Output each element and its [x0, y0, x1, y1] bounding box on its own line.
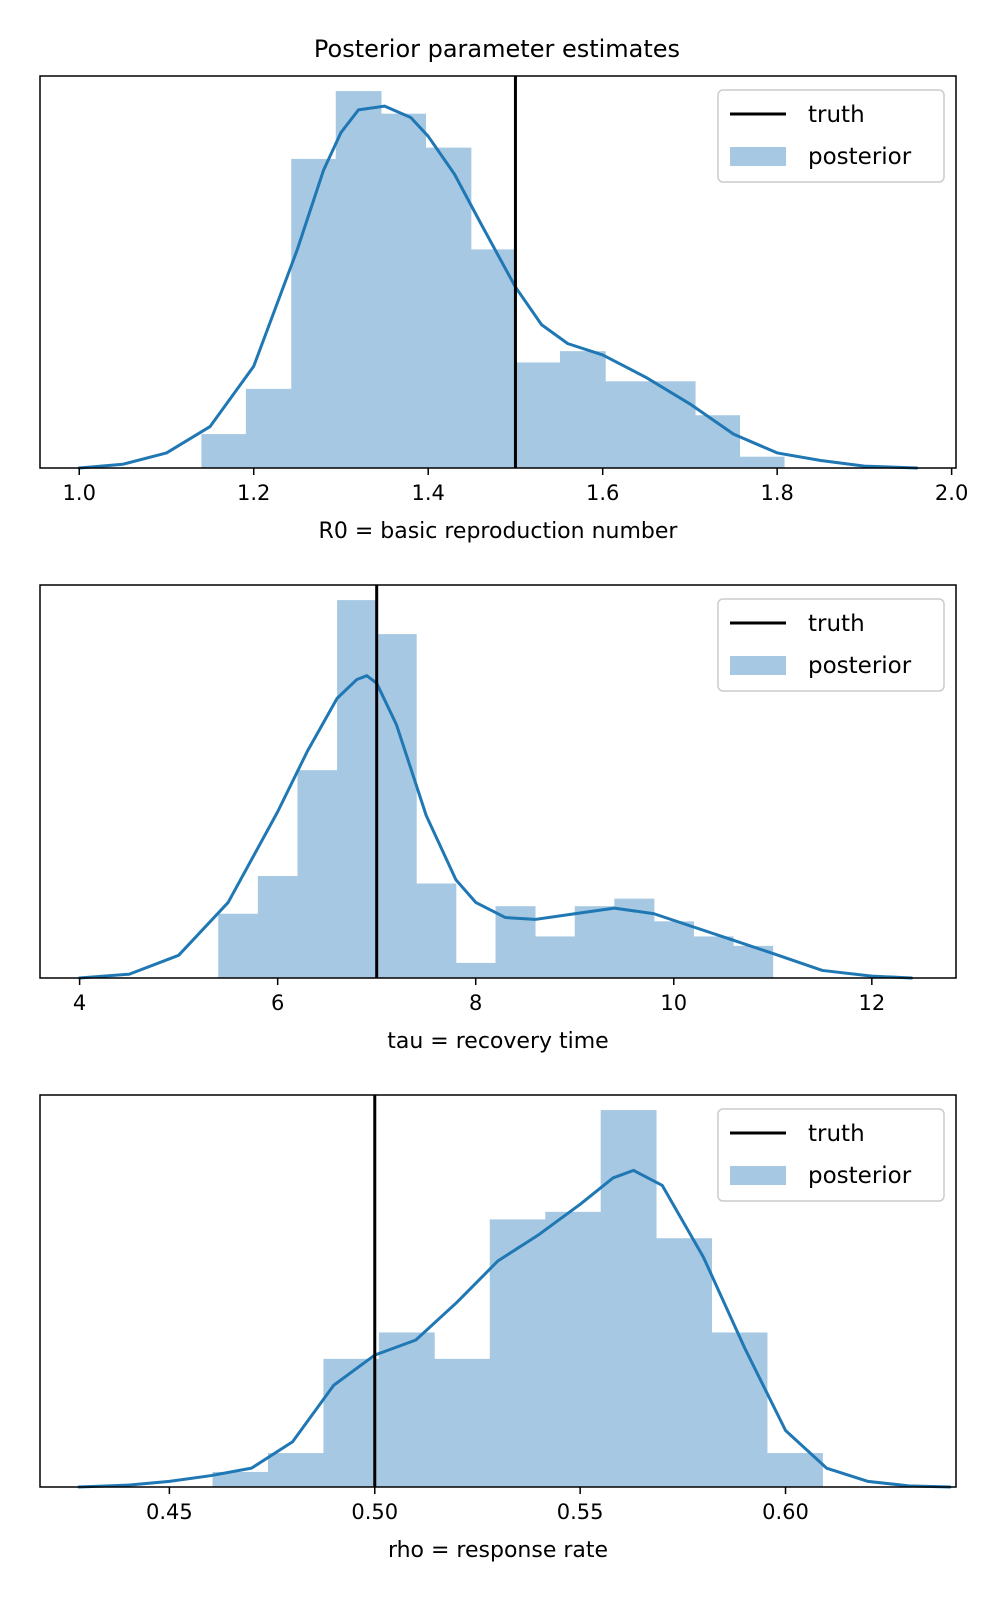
x-tick-label: 1.4	[412, 481, 445, 505]
legend-truth-label: truth	[808, 611, 865, 637]
histogram-bar	[257, 875, 298, 978]
histogram-bar	[535, 936, 576, 978]
histogram-bar	[515, 362, 561, 468]
histogram-bar	[767, 1453, 823, 1487]
x-tick-label: 1.8	[760, 481, 793, 505]
legend-posterior-swatch	[730, 1166, 786, 1185]
x-tick-label: 0.55	[557, 1500, 604, 1524]
legend: truth posterior	[717, 89, 945, 183]
subplot-2: 4 6 8 10 12 tau = recovery time truth posterior	[39, 584, 957, 1054]
legend: truth posterior	[717, 1108, 945, 1202]
x-tick-label: 1.2	[237, 481, 270, 505]
histogram-bar	[376, 634, 417, 978]
histogram-bar	[455, 962, 496, 978]
legend-posterior-label: posterior	[808, 653, 912, 679]
histogram-bar	[267, 1453, 324, 1487]
x-tick-label: 8	[469, 991, 482, 1015]
histogram-bar	[201, 434, 247, 468]
histogram-bar	[335, 91, 382, 469]
legend: truth posterior	[717, 598, 945, 692]
histogram-bar	[600, 1110, 657, 1487]
histogram-bar	[434, 1358, 491, 1487]
histogram-bar	[245, 388, 292, 468]
legend-posterior-swatch	[730, 147, 786, 166]
x-tick-label: 1.6	[586, 481, 619, 505]
x-tick-label: 0.50	[351, 1500, 398, 1524]
x-tick-label: 2.0	[935, 481, 968, 505]
x-axis-label: R0 = basic reproduction number	[319, 519, 679, 544]
axes-frame	[39, 1094, 957, 1488]
axes-frame	[39, 75, 957, 469]
histogram-bar	[323, 1358, 380, 1487]
histogram-bar	[297, 770, 338, 978]
histogram-bar	[291, 158, 337, 468]
histogram-bar	[711, 1332, 768, 1487]
histogram-bar	[218, 913, 259, 978]
histogram-bar	[653, 921, 694, 978]
histogram-bar	[378, 1332, 435, 1487]
x-axis-label: tau = recovery time	[387, 1029, 608, 1054]
histogram-bar	[656, 1238, 712, 1487]
histogram-bar	[212, 1471, 269, 1487]
x-tick-label: 10	[660, 991, 687, 1015]
legend-posterior-label: posterior	[808, 1163, 912, 1189]
legend-posterior-swatch	[730, 656, 786, 675]
legend-truth-label: truth	[808, 1121, 865, 1147]
histogram-bar	[605, 381, 651, 468]
kde-line	[77, 1168, 952, 1489]
x-tick-label: 6	[271, 991, 284, 1015]
histogram-bar	[739, 456, 785, 468]
subplot-3: 0.45 0.50 0.55 0.60 rho = response rate truth…	[39, 1094, 957, 1563]
kde-line	[77, 104, 919, 470]
histogram-bar	[489, 1219, 546, 1487]
legend-posterior-label: posterior	[808, 144, 912, 170]
x-tick-label: 12	[858, 991, 885, 1015]
kde-line	[78, 674, 913, 980]
x-tick-label: 4	[73, 991, 86, 1015]
subplot-1: 1.0 1.2 1.4 1.6 1.8 2.0 R0 = basic reproductio…	[39, 75, 968, 544]
histogram-bar	[559, 351, 606, 468]
x-axis-label: rho = response rate	[388, 1538, 608, 1563]
x-tick-label: 1.0	[63, 481, 96, 505]
histogram-bar	[649, 381, 696, 468]
histogram-bar	[693, 936, 734, 978]
x-tick-label: 0.45	[146, 1500, 193, 1524]
histogram-bar	[381, 113, 426, 468]
histogram-bar	[425, 147, 472, 468]
histogram-bar	[545, 1211, 602, 1487]
histogram-bar	[337, 600, 378, 978]
histogram-bar	[574, 906, 615, 978]
x-tick-label: 0.60	[762, 1500, 809, 1524]
histogram-bar	[416, 883, 457, 978]
axes-frame	[39, 584, 957, 979]
legend-truth-label: truth	[808, 102, 865, 128]
histogram-bar	[470, 249, 516, 468]
figure-title: Posterior parameter estimates	[314, 35, 680, 63]
